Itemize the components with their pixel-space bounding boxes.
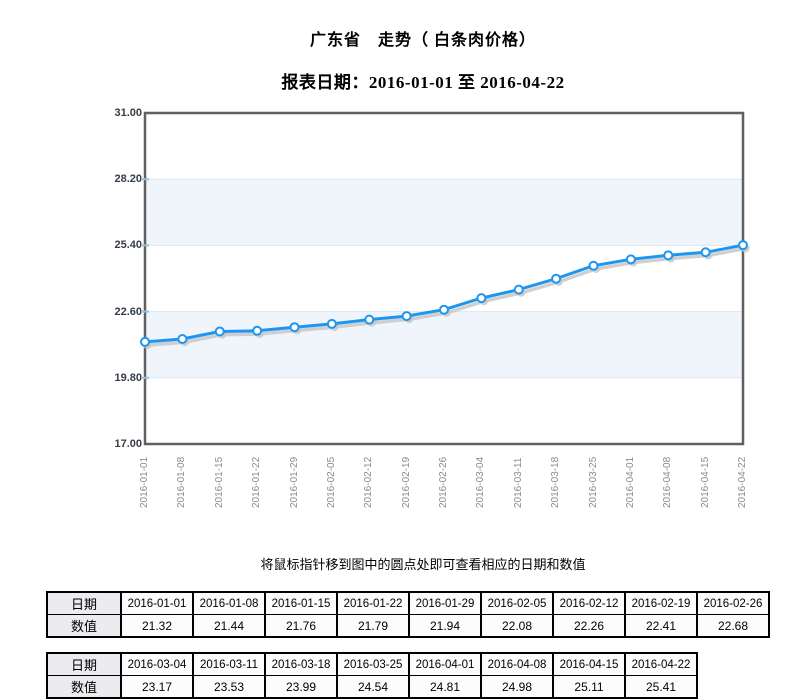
date-cell: 2016-03-04 xyxy=(120,652,194,676)
x-axis-label: 2016-04-22 xyxy=(737,456,748,508)
y-axis-label: 25.40 xyxy=(114,239,142,252)
data-point-marker[interactable]: 2016-04-01 : 24.81 xyxy=(625,254,636,265)
x-axis-label: 2016-01-15 xyxy=(213,456,225,508)
x-axis-label: 2016-02-19 xyxy=(400,456,412,508)
hover-note: 将鼠标指针移到图中的圆点处即可查看相应的日期和数值 xyxy=(260,557,586,572)
x-axis-label: 2016-02-26 xyxy=(438,456,449,508)
date-cell: 2016-03-25 xyxy=(336,652,410,676)
report-date-range: 报表日期：2016-01-01 至 2016-04-22 xyxy=(281,73,565,92)
table-row-label-date: 日期 xyxy=(46,652,122,676)
table-row-label-value: 数值 xyxy=(46,675,122,699)
table-row: 数值 23.17 23.53 23.99 24.54 24.81 24.98 25.11 25.… xyxy=(46,675,698,699)
date-cell: 2016-01-01 xyxy=(120,591,194,615)
data-point-marker[interactable]: 2016-03-11 : 23.53 xyxy=(513,284,524,295)
page-title: 广东省 走势（ 白条肉价格） xyxy=(309,32,536,49)
date-cell: 2016-02-12 xyxy=(552,591,626,615)
x-axis-label: 2016-01-29 xyxy=(288,456,300,508)
date-cell: 2016-04-01 xyxy=(408,652,482,676)
value-cell: 21.76 xyxy=(264,614,338,638)
date-cell: 2016-01-08 xyxy=(192,591,266,615)
price-table-1: 日期 2016-01-01 2016-01-08 2016-01-15 2016-01-… xyxy=(46,591,770,638)
y-axis-label: 17.00 xyxy=(114,438,142,450)
value-cell: 22.68 xyxy=(696,614,770,638)
date-cell: 2016-03-18 xyxy=(264,652,338,676)
x-axis-label: 2016-03-18 xyxy=(550,456,562,508)
y-axis-label: 19.80 xyxy=(114,371,142,384)
date-cell: 2016-01-22 xyxy=(336,591,410,615)
value-cell: 24.54 xyxy=(336,675,410,699)
date-cell: 2016-04-22 xyxy=(624,652,698,676)
table-row-label-value: 数值 xyxy=(46,614,122,638)
table-row-label-date: 日期 xyxy=(46,591,122,615)
line-chart: 2016-01-01 : 21.32 2016-01-08 : 21.44 2016… xyxy=(140,111,750,446)
data-point-marker[interactable]: 2016-01-29 : 21.94 xyxy=(289,322,300,333)
x-axis-label: 2016-01-22 xyxy=(251,456,263,508)
y-axis-label: 31.00 xyxy=(114,107,142,119)
x-axis-label: 2016-03-11 xyxy=(512,457,524,508)
value-cell: 24.81 xyxy=(408,675,482,699)
x-axis-label: 2016-01-08 xyxy=(176,456,188,508)
plot-band xyxy=(145,179,743,246)
value-cell: 25.11 xyxy=(552,675,626,699)
data-point-marker[interactable]: 2016-03-18 : 23.99 xyxy=(551,273,562,284)
x-axis-label: 2016-04-15 xyxy=(699,456,711,508)
date-cell: 2016-02-26 xyxy=(696,591,770,615)
value-cell: 22.08 xyxy=(480,614,554,638)
value-cell: 23.53 xyxy=(192,675,266,699)
value-cell: 21.44 xyxy=(192,614,266,638)
data-point-marker[interactable]: 2016-04-08 : 24.98 xyxy=(663,250,674,261)
table-row: 数值 21.32 21.44 21.76 21.79 21.94 22.08 22.26 22.… xyxy=(46,614,770,638)
date-cell: 2016-02-19 xyxy=(624,591,698,615)
data-point-marker[interactable]: 2016-01-22 : 21.79 xyxy=(252,325,263,336)
data-point-marker[interactable]: 2016-03-25 : 24.54 xyxy=(588,260,599,271)
table-row: 日期 2016-01-01 2016-01-08 2016-01-15 2016-01-… xyxy=(46,591,770,615)
value-cell: 23.99 xyxy=(264,675,338,699)
data-point-marker[interactable]: 2016-01-15 : 21.76 xyxy=(214,326,225,337)
table-row: 日期 2016-03-04 2016-03-11 2016-03-18 2016-03-… xyxy=(46,652,698,676)
x-axis-label: 2016-03-25 xyxy=(587,456,599,508)
value-cell: 25.41 xyxy=(624,675,698,699)
value-cell: 22.41 xyxy=(624,614,698,638)
x-axis-label: 2016-01-01 xyxy=(139,456,150,508)
data-point-marker[interactable]: 2016-03-04 : 23.17 xyxy=(476,293,487,304)
value-cell: 24.98 xyxy=(480,675,554,699)
x-axis-label: 2016-03-04 xyxy=(475,456,487,508)
date-cell: 2016-01-29 xyxy=(408,591,482,615)
data-point-marker[interactable]: 2016-04-22 : 25.41 xyxy=(738,240,748,251)
value-cell: 23.17 xyxy=(120,675,194,699)
date-cell: 2016-03-11 xyxy=(192,652,266,676)
data-point-marker[interactable]: 2016-02-26 : 22.68 xyxy=(439,304,449,315)
date-cell: 2016-02-05 xyxy=(480,591,554,615)
data-point-marker[interactable]: 2016-01-01 : 21.32 xyxy=(140,336,150,347)
data-point-marker[interactable]: 2016-01-08 : 21.44 xyxy=(177,334,188,345)
x-axis-label: 2016-04-01 xyxy=(624,456,636,508)
price-table-2: 日期 2016-03-04 2016-03-11 2016-03-18 2016-03-… xyxy=(46,652,698,699)
value-cell: 22.26 xyxy=(552,614,626,638)
y-axis-label: 28.20 xyxy=(114,173,142,186)
date-cell: 2016-01-15 xyxy=(264,591,338,615)
y-axis-label: 22.60 xyxy=(114,305,142,318)
value-cell: 21.32 xyxy=(120,614,194,638)
x-axis-label: 2016-02-05 xyxy=(325,456,337,508)
value-cell: 21.79 xyxy=(336,614,410,638)
data-point-marker[interactable]: 2016-02-05 : 22.08 xyxy=(326,318,337,329)
data-point-marker[interactable]: 2016-02-12 : 22.26 xyxy=(364,314,375,325)
data-point-marker[interactable]: 2016-04-15 : 25.11 xyxy=(700,247,711,258)
x-axis-label: 2016-04-08 xyxy=(662,456,674,508)
date-cell: 2016-04-08 xyxy=(480,652,554,676)
data-point-marker[interactable]: 2016-02-19 : 22.41 xyxy=(401,311,412,322)
plot-border xyxy=(143,111,745,446)
plot-band xyxy=(145,311,743,378)
value-cell: 21.94 xyxy=(408,614,482,638)
date-cell: 2016-04-15 xyxy=(552,652,626,676)
x-axis-label: 2016-02-12 xyxy=(363,456,375,508)
